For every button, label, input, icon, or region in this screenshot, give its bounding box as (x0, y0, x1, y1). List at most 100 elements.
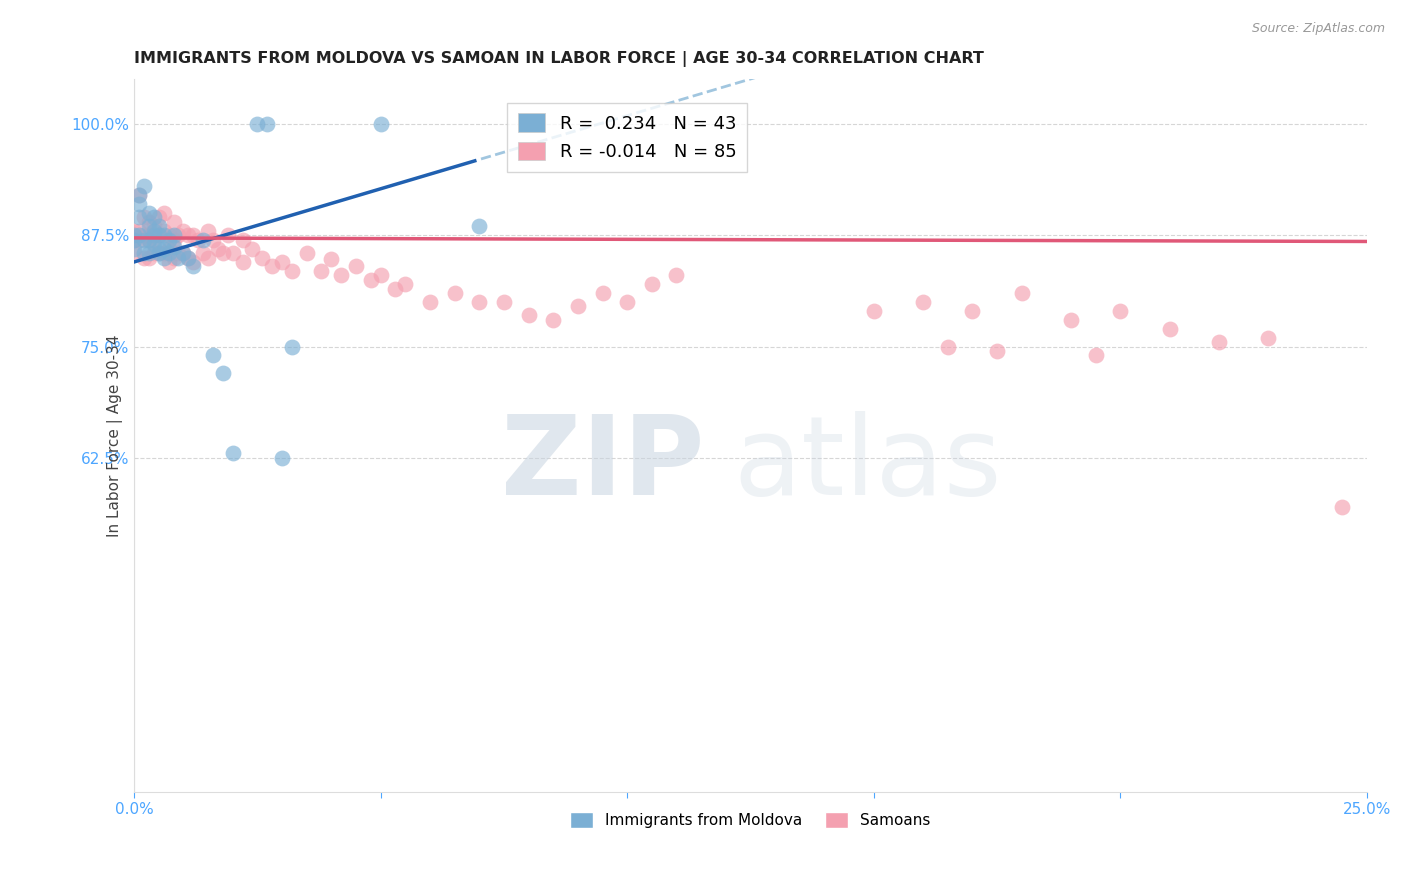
Point (232, 255, 254, 269)
Point (419, 295, 441, 310)
Point (122, 224, 145, 238)
Point (138, 206, 160, 220)
Point (370, 268, 392, 283)
Point (468, 295, 491, 310)
Point (616, 295, 638, 310)
Point (222, 446, 245, 460)
Point (148, 246, 170, 260)
Point (128, 197, 150, 211)
Legend: Immigrants from Moldova, Samoans: Immigrants from Moldova, Samoans (564, 806, 936, 834)
Point (246, 117, 269, 131)
Point (132, 179, 155, 194)
Text: Source: ZipAtlas.com: Source: ZipAtlas.com (1251, 22, 1385, 36)
Point (138, 233, 160, 247)
Point (517, 309, 540, 323)
Point (217, 228, 239, 243)
Point (138, 246, 160, 260)
Point (142, 233, 165, 247)
Point (152, 246, 174, 260)
Point (665, 268, 688, 283)
Point (232, 233, 254, 247)
Point (132, 228, 155, 243)
Point (148, 228, 170, 243)
Y-axis label: In Labor Force | Age 30-34: In Labor Force | Age 30-34 (107, 334, 122, 537)
Point (281, 340, 304, 354)
Point (128, 211, 150, 225)
Point (1208, 335, 1230, 350)
Point (128, 233, 150, 247)
Point (592, 286, 614, 301)
Point (212, 246, 235, 260)
Point (157, 233, 180, 247)
Point (142, 224, 165, 238)
Point (152, 251, 174, 265)
Point (222, 246, 245, 260)
Point (986, 344, 1008, 359)
Point (142, 228, 165, 243)
Point (152, 224, 174, 238)
Point (271, 255, 294, 269)
Point (360, 273, 382, 287)
Point (181, 260, 204, 274)
Point (132, 233, 155, 247)
Point (157, 246, 180, 260)
Point (443, 286, 465, 301)
Point (281, 264, 304, 278)
Point (207, 242, 229, 256)
Point (256, 117, 278, 131)
Point (295, 246, 318, 260)
Point (138, 219, 160, 234)
Point (321, 252, 343, 267)
Point (181, 255, 204, 269)
Point (370, 117, 392, 131)
Text: ZIP: ZIP (501, 410, 704, 517)
Point (132, 211, 155, 225)
Point (191, 233, 214, 247)
Point (157, 255, 180, 269)
Point (167, 246, 190, 260)
Point (162, 240, 184, 254)
Point (567, 300, 589, 314)
Point (1331, 500, 1354, 514)
Point (212, 366, 235, 380)
Point (152, 206, 174, 220)
Point (242, 242, 264, 256)
Point (152, 228, 174, 243)
Point (152, 242, 174, 256)
Point (148, 228, 170, 243)
Point (148, 242, 170, 256)
Point (122, 242, 145, 256)
Point (177, 228, 200, 243)
Point (1060, 313, 1083, 327)
Point (128, 228, 150, 243)
Point (138, 215, 160, 229)
Point (148, 211, 170, 225)
Point (1084, 349, 1107, 363)
Point (122, 246, 145, 260)
Point (148, 219, 170, 234)
Point (122, 228, 145, 243)
Point (142, 211, 165, 225)
Point (311, 264, 333, 278)
Point (162, 228, 184, 243)
Point (157, 242, 180, 256)
Point (122, 233, 145, 247)
Point (1257, 331, 1279, 345)
Point (162, 251, 184, 265)
Point (541, 313, 564, 327)
Point (167, 251, 190, 265)
Point (1011, 286, 1033, 301)
Point (1159, 322, 1181, 336)
Point (252, 251, 274, 265)
Point (142, 219, 165, 234)
Point (330, 268, 353, 283)
Point (911, 295, 934, 310)
Point (468, 219, 491, 234)
Point (122, 233, 145, 247)
Point (384, 282, 406, 296)
Text: atlas: atlas (734, 410, 1002, 517)
Point (862, 304, 884, 318)
Point (177, 251, 200, 265)
Point (201, 349, 224, 363)
Point (201, 233, 224, 247)
